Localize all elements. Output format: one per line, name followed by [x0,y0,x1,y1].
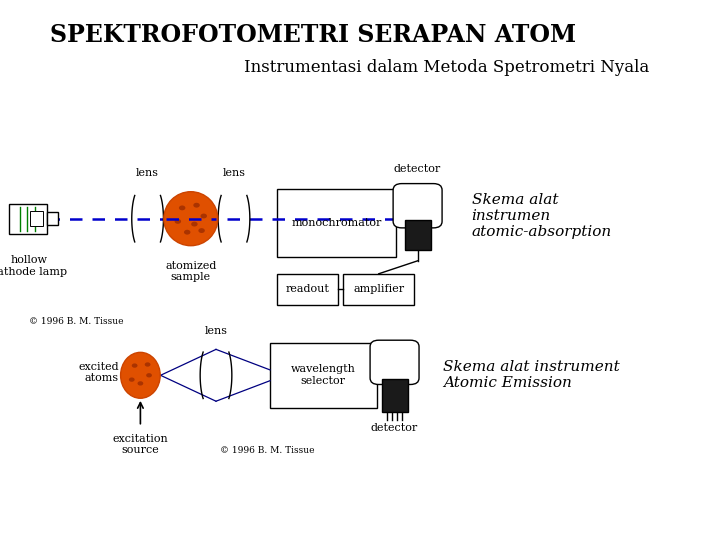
Text: lens: lens [136,168,159,178]
FancyBboxPatch shape [270,343,377,408]
FancyBboxPatch shape [343,274,414,305]
Text: amplifier: amplifier [353,285,405,294]
FancyBboxPatch shape [370,340,419,384]
Ellipse shape [184,230,191,235]
Text: lens: lens [222,168,246,178]
Text: Skema alat
instrumen
atomic-absorption: Skema alat instrumen atomic-absorption [472,193,612,239]
Ellipse shape [138,381,143,386]
Ellipse shape [145,362,150,367]
Text: SPEKTROFOTOMETRI SERAPAN ATOM: SPEKTROFOTOMETRI SERAPAN ATOM [50,23,577,47]
Text: excited
atoms: excited atoms [78,362,119,383]
FancyBboxPatch shape [277,189,396,256]
FancyBboxPatch shape [382,379,408,412]
FancyBboxPatch shape [393,184,442,228]
Text: wavelength
selector: wavelength selector [291,364,356,386]
FancyBboxPatch shape [30,211,43,226]
FancyBboxPatch shape [9,204,47,234]
Text: readout: readout [286,285,330,294]
FancyBboxPatch shape [277,274,338,305]
Text: excitation
source: excitation source [112,434,168,455]
Text: atomized
sample: atomized sample [165,261,217,282]
Ellipse shape [193,202,200,207]
Text: monochromator: monochromator [292,218,382,228]
Text: detector: detector [394,164,441,174]
FancyBboxPatch shape [47,212,58,225]
Text: Instrumentasi dalam Metoda Spetrometri Nyala: Instrumentasi dalam Metoda Spetrometri N… [244,59,649,76]
Text: hollow
cathode lamp: hollow cathode lamp [0,255,67,277]
Ellipse shape [146,373,152,377]
Text: © 1996 B. M. Tissue: © 1996 B. M. Tissue [29,317,123,326]
Ellipse shape [132,363,138,368]
Ellipse shape [121,353,161,399]
Text: Skema alat instrument
Atomic Emission: Skema alat instrument Atomic Emission [443,360,619,390]
Ellipse shape [175,219,181,224]
Ellipse shape [192,221,197,227]
Text: lens: lens [204,326,228,336]
Ellipse shape [164,192,218,246]
Ellipse shape [200,213,207,218]
Ellipse shape [179,205,186,210]
Ellipse shape [199,228,205,233]
Text: detector: detector [371,423,418,433]
Text: © 1996 B. M. Tissue: © 1996 B. M. Tissue [220,447,314,455]
Ellipse shape [129,377,135,382]
FancyBboxPatch shape [405,220,431,250]
